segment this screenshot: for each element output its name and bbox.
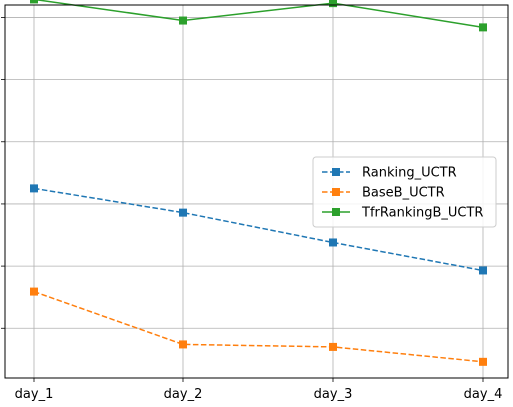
series-line (33, 290, 484, 363)
legend-label: TfrRankingB_UCTR (361, 206, 483, 221)
x-tick-label: day_1 (15, 387, 54, 402)
data-point (30, 0, 38, 4)
legend-item: Ranking_UCTR (322, 166, 457, 181)
data-point (329, 0, 337, 8)
x-tick-label: day_2 (164, 387, 203, 402)
series-line (33, 0, 484, 29)
legend-box (312, 156, 497, 228)
legend: Ranking_UCTR BaseB_UCTR TfrRankingB_UCTR (312, 156, 497, 228)
series-layer (30, 0, 487, 366)
data-point (329, 238, 337, 247)
x-tick-label: day_3 (314, 387, 353, 402)
data-point (179, 340, 187, 349)
legend-label: BaseB_UCTR (362, 186, 445, 201)
data-point (179, 208, 187, 217)
series-2 (30, 287, 487, 366)
data-point (30, 287, 38, 296)
data-point (30, 184, 38, 193)
legend-item: TfrRankingB_UCTR (322, 206, 483, 221)
legend-marker (332, 168, 340, 176)
y-axis-ticks (1, 17, 5, 329)
x-axis-ticks: day_1 day_2 day_3 day_4 (15, 378, 503, 402)
legend-item: BaseB_UCTR (322, 186, 445, 201)
series-3 (30, 0, 487, 32)
data-point (179, 16, 187, 25)
x-tick-label: day_4 (464, 387, 503, 402)
legend-marker (332, 188, 340, 196)
plot-area-frame (4, 4, 509, 379)
series-1 (30, 184, 487, 275)
legend-label: Ranking_UCTR (362, 166, 457, 181)
legend-marker (332, 208, 340, 216)
data-point (479, 357, 487, 366)
series-line (33, 187, 484, 272)
data-point (479, 23, 487, 32)
data-point (329, 342, 337, 351)
data-point (479, 266, 487, 275)
